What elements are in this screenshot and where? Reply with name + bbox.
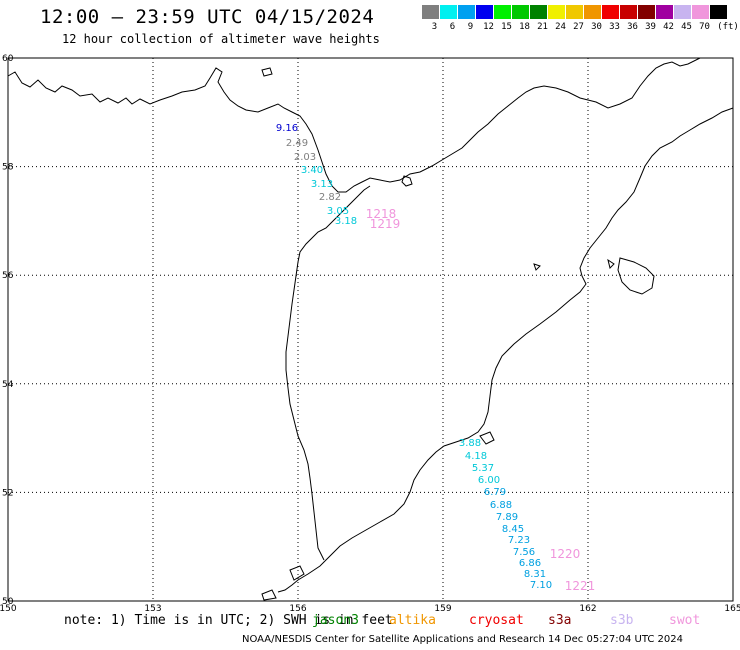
lon-tick-label: 162 bbox=[579, 604, 596, 614]
legend-swatch bbox=[530, 5, 547, 19]
satellite-label: s3b bbox=[610, 613, 634, 628]
lon-tick-label: 156 bbox=[289, 604, 306, 614]
satellite-label: altika bbox=[389, 613, 436, 628]
legend-swatch bbox=[692, 5, 709, 19]
map-frame bbox=[7, 57, 734, 602]
legend-label: 27 bbox=[573, 22, 584, 32]
karaginsky-island bbox=[401, 175, 413, 187]
legend-label: 70 bbox=[699, 22, 710, 32]
legend-label: 39 bbox=[645, 22, 656, 32]
satellite-label: jason3 bbox=[312, 613, 359, 628]
legend-swatch bbox=[638, 5, 655, 19]
time-label: 1219 bbox=[370, 217, 401, 231]
satellite-label: cryosat bbox=[469, 613, 524, 628]
legend-swatch bbox=[440, 5, 457, 19]
legend-swatch bbox=[710, 5, 727, 19]
legend-label: 15 bbox=[501, 22, 512, 32]
lat-tick-label: 58 bbox=[2, 163, 14, 173]
satellite-label: s3a bbox=[548, 613, 572, 628]
legend-swatch bbox=[422, 5, 439, 19]
legend-label: 33 bbox=[609, 22, 620, 32]
time-label: 1221 bbox=[565, 579, 596, 593]
wave-height-label: 6.88 bbox=[490, 500, 512, 511]
legend-swatch bbox=[584, 5, 601, 19]
legend-swatch bbox=[458, 5, 475, 19]
wave-height-label: 5.37 bbox=[472, 463, 494, 474]
wave-height-label: 8.45 bbox=[502, 524, 524, 535]
legend-swatch bbox=[674, 5, 691, 19]
legend-swatch bbox=[476, 5, 493, 19]
small-islet bbox=[479, 431, 495, 445]
peninsula-east bbox=[617, 257, 655, 295]
lon-tick-label: 165 bbox=[724, 604, 740, 614]
wave-height-label: 7.10 bbox=[530, 580, 552, 591]
note-text: note: 1) Time is in UTC; 2) SWH is in fe… bbox=[64, 613, 393, 628]
legend-swatch bbox=[512, 5, 529, 19]
lon-tick-label: 159 bbox=[434, 604, 451, 614]
wave-height-label: 7.56 bbox=[513, 547, 535, 558]
lat-tick-label: 56 bbox=[2, 271, 14, 281]
legend-swatch bbox=[656, 5, 673, 19]
island-a bbox=[261, 67, 273, 77]
satellite-label: swot bbox=[669, 613, 701, 628]
legend-label: 45 bbox=[681, 22, 692, 32]
chart-title: 12:00 – 23:59 UTC 04/15/2024 bbox=[40, 6, 375, 28]
legend-label: 6 bbox=[449, 22, 456, 32]
legend-label: 9 bbox=[467, 22, 474, 32]
legend-label: 30 bbox=[591, 22, 602, 32]
legend-unit: (ft) bbox=[717, 22, 739, 32]
kuril-island-2 bbox=[261, 589, 277, 601]
legend-label: 24 bbox=[555, 22, 566, 32]
legend-label: 3 bbox=[431, 22, 438, 32]
legend-label: 42 bbox=[663, 22, 674, 32]
kuril-island-1 bbox=[289, 565, 305, 581]
wave-height-label: 7.89 bbox=[496, 512, 518, 523]
credit-footer: NOAA/NESDIS Center for Satellite Applica… bbox=[242, 634, 684, 645]
lon-tick-label: 150 bbox=[0, 604, 17, 614]
legend-label: 18 bbox=[519, 22, 530, 32]
coastline bbox=[7, 57, 734, 601]
graticule bbox=[8, 58, 733, 601]
legend-swatch bbox=[494, 5, 511, 19]
lon-tick-label: 153 bbox=[144, 604, 161, 614]
wave-height-label: 2.03 bbox=[294, 152, 316, 163]
lat-tick-label: 60 bbox=[2, 54, 14, 64]
legend-swatch bbox=[602, 5, 619, 19]
legend-label: 21 bbox=[537, 22, 548, 32]
island-c bbox=[607, 258, 615, 269]
wave-height-label: 3.40 bbox=[301, 165, 323, 176]
chart-subtitle: 12 hour collection of altimeter wave hei… bbox=[62, 32, 380, 46]
lat-tick-label: 50 bbox=[2, 597, 14, 607]
wave-height-label: 6.79 bbox=[484, 487, 506, 498]
time-label: 1218 bbox=[366, 207, 397, 221]
time-label: 1220 bbox=[550, 547, 581, 561]
observation-layer: 9.16 2.49 2.03 3.40 3.13 2.82 3.053.18 3.88 4.18… bbox=[276, 123, 552, 591]
wave-height-label: 2.49 bbox=[286, 138, 308, 149]
legend-swatch bbox=[548, 5, 565, 19]
kamchatka-coastline bbox=[7, 57, 734, 593]
legend-label: 12 bbox=[483, 22, 494, 32]
wave-height-label: 3.05 bbox=[327, 206, 349, 217]
legend-swatch bbox=[620, 5, 637, 19]
wave-height-label: 3.13 bbox=[311, 179, 333, 190]
island-b bbox=[533, 263, 541, 271]
wave-height-label: 4.18 bbox=[465, 451, 487, 462]
wave-height-label: 7.23 bbox=[508, 535, 530, 546]
legend-swatch bbox=[566, 5, 583, 19]
wave-height-label: 9.16 bbox=[276, 123, 298, 134]
wave-height-label: 3.18 bbox=[335, 216, 357, 227]
legend-label: 36 bbox=[627, 22, 638, 32]
lat-tick-label: 52 bbox=[2, 488, 13, 498]
wave-height-label: 8.31 bbox=[524, 569, 546, 580]
wave-height-label: 6.00 bbox=[478, 475, 500, 486]
wave-height-label: 6.86 bbox=[519, 558, 541, 569]
lat-tick-label: 54 bbox=[2, 380, 14, 390]
wave-height-label: 2.82 bbox=[319, 192, 341, 203]
wave-height-label: 3.88 bbox=[459, 438, 481, 449]
